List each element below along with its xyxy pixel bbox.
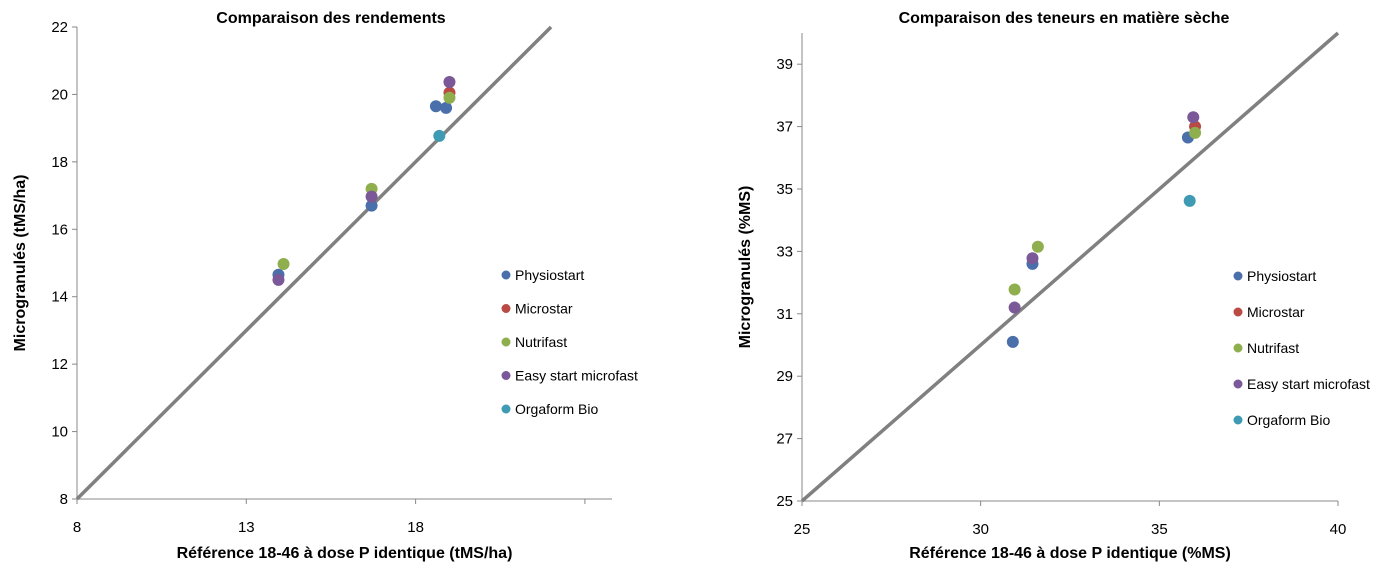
legend-label-physiostart: Physiostart bbox=[515, 267, 584, 283]
x-tick-label: 40 bbox=[1330, 521, 1347, 538]
y-axis-label: Microgranulés (%MS) bbox=[737, 186, 754, 349]
point-nutrifast bbox=[1009, 283, 1021, 295]
point-easy-start-microfast bbox=[1026, 252, 1038, 264]
chart-matiere-seche-svg: Comparaison des teneurs en matière sèche… bbox=[700, 0, 1392, 570]
point-nutrifast bbox=[443, 92, 455, 104]
legend-marker-microstar bbox=[502, 304, 511, 313]
y-tick-label: 39 bbox=[776, 56, 793, 73]
y-tick-label: 31 bbox=[776, 306, 793, 323]
y-tick-label: 16 bbox=[51, 221, 68, 238]
legend-marker-nutrifast bbox=[1234, 344, 1243, 353]
legend-marker-physiostart bbox=[1234, 272, 1243, 281]
point-nutrifast bbox=[1032, 241, 1044, 253]
point-easy-start-microfast bbox=[443, 76, 455, 88]
legend-marker-physiostart bbox=[502, 271, 511, 280]
legend-marker-microstar bbox=[1234, 308, 1243, 317]
y-tick-label: 37 bbox=[776, 119, 793, 136]
point-easy-start-microfast bbox=[1187, 111, 1199, 123]
y-axis-label: Microgranulés (tMS/ha) bbox=[12, 175, 29, 352]
x-tick-label: 35 bbox=[1151, 521, 1168, 538]
y-tick-label: 10 bbox=[51, 424, 68, 441]
legend-label-orgaform-bio: Orgaform Bio bbox=[1247, 412, 1330, 428]
chart-title: Comparaison des teneurs en matière sèche bbox=[899, 10, 1230, 27]
x-tick-label: 13 bbox=[238, 519, 255, 536]
chart-rendements: Comparaison des rendements 8 10 12 14 16 18 20 2… bbox=[0, 0, 690, 570]
y-tick-label: 8 bbox=[60, 491, 68, 508]
point-easy-start-microfast bbox=[1009, 302, 1021, 314]
legend-marker-nutrifast bbox=[502, 338, 511, 347]
chart-rendements-svg: Comparaison des rendements 8 10 12 14 16 18 20 2… bbox=[0, 0, 690, 570]
y-tick-label: 12 bbox=[51, 356, 68, 373]
point-nutrifast bbox=[1189, 127, 1201, 139]
y-tick-label: 18 bbox=[51, 154, 68, 171]
point-physiostart bbox=[430, 100, 442, 112]
point-easy-start-microfast bbox=[366, 191, 378, 203]
legend-marker-easy-start-microfast bbox=[502, 371, 511, 380]
reference-line bbox=[802, 33, 1338, 501]
legend-label-nutrifast: Nutrifast bbox=[1247, 340, 1299, 356]
y-tick-label: 22 bbox=[51, 19, 68, 36]
legend-label-easy-start-microfast: Easy start microfast bbox=[515, 368, 638, 384]
y-tick-label: 25 bbox=[776, 493, 793, 510]
chart-title: Comparaison des rendements bbox=[216, 10, 446, 27]
y-tick-label: 35 bbox=[776, 181, 793, 198]
point-physiostart bbox=[1007, 336, 1019, 348]
x-tick-label: 18 bbox=[407, 519, 424, 536]
point-nutrifast bbox=[278, 258, 290, 270]
legend-label-easy-start-microfast: Easy start microfast bbox=[1247, 376, 1370, 392]
y-tick-label: 14 bbox=[51, 289, 68, 306]
x-tick-label: 25 bbox=[794, 521, 811, 538]
y-tick-label: 29 bbox=[776, 368, 793, 385]
x-tick-label: 30 bbox=[972, 521, 989, 538]
point-easy-start-microfast bbox=[272, 274, 284, 286]
y-tick-label: 27 bbox=[776, 431, 793, 448]
x-tick-label: 8 bbox=[73, 519, 81, 536]
point-orgaform-bio bbox=[1184, 195, 1196, 207]
legend-label-microstar: Microstar bbox=[1247, 304, 1305, 320]
legend-marker-orgaform-bio bbox=[1234, 416, 1243, 425]
y-tick-label: 33 bbox=[776, 243, 793, 260]
legend-marker-easy-start-microfast bbox=[1234, 380, 1243, 389]
reference-line bbox=[77, 27, 551, 499]
legend-label-physiostart: Physiostart bbox=[1247, 268, 1316, 284]
x-axis-label: Référence 18-46 à dose P identique (tMS/… bbox=[177, 545, 513, 562]
legend-label-microstar: Microstar bbox=[515, 301, 573, 317]
x-axis-label: Référence 18-46 à dose P identique (%MS) bbox=[909, 545, 1231, 562]
point-orgaform-bio bbox=[433, 130, 445, 142]
legend-label-orgaform-bio: Orgaform Bio bbox=[515, 401, 598, 417]
legend-marker-orgaform-bio bbox=[502, 405, 511, 414]
chart-matiere-seche: Comparaison des teneurs en matière sèche… bbox=[700, 0, 1392, 570]
legend-label-nutrifast: Nutrifast bbox=[515, 334, 567, 350]
y-tick-label: 20 bbox=[51, 86, 68, 103]
